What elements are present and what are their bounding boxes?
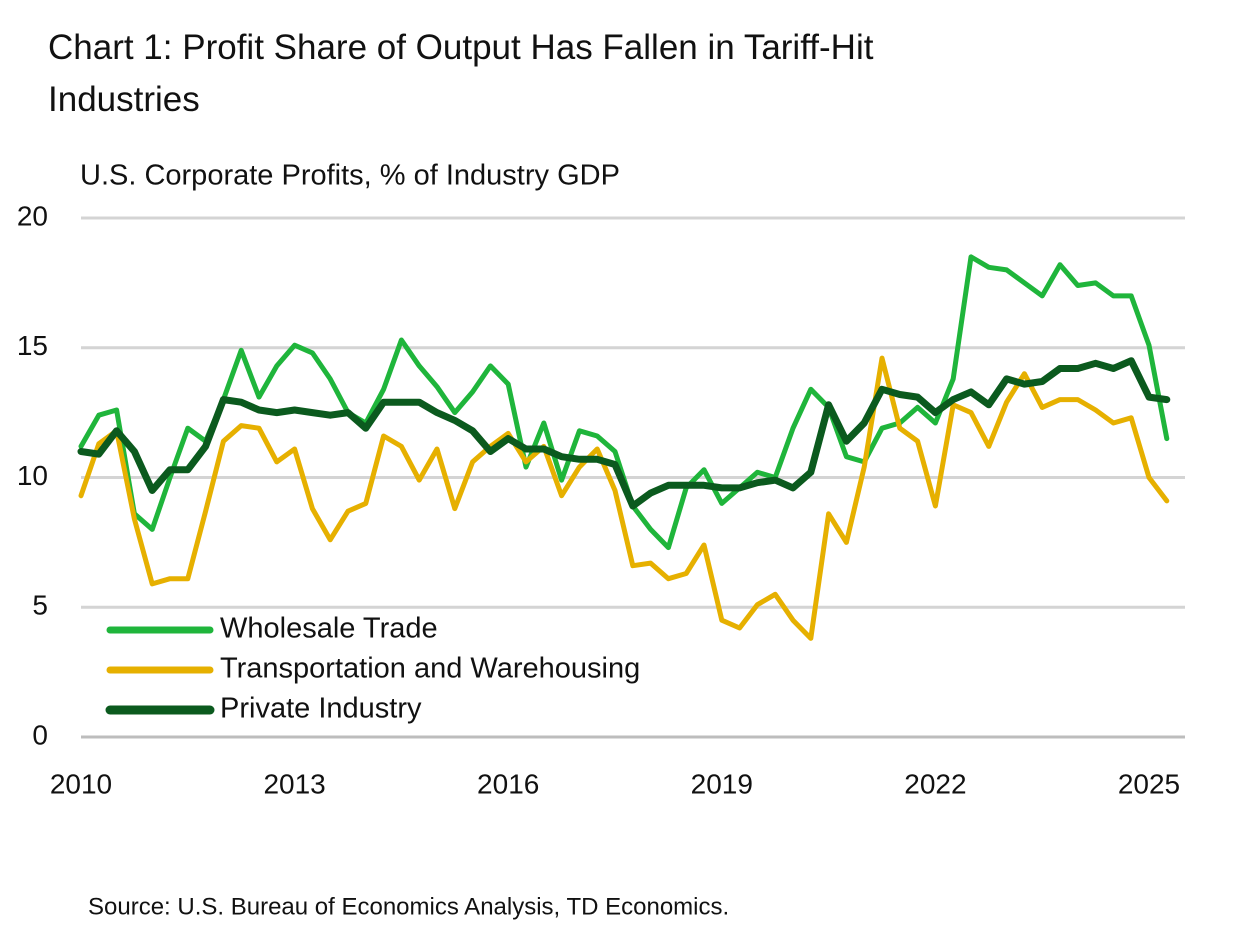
y-tick-label: 10 <box>17 460 48 491</box>
y-tick-label: 0 <box>32 719 48 750</box>
chart-subtitle: U.S. Corporate Profits, % of Industry GD… <box>80 160 620 192</box>
legend-label: Private Industry <box>220 693 422 725</box>
legend-label: Wholesale Trade <box>220 613 438 645</box>
source-note: Source: U.S. Bureau of Economics Analysi… <box>88 893 729 920</box>
x-tick-label: 2019 <box>691 768 753 799</box>
legend-label: Transportation and Warehousing <box>220 653 640 685</box>
chart-title: Chart 1: Profit Share of Output Has Fall… <box>48 28 874 119</box>
y-tick-label: 20 <box>17 200 48 231</box>
x-tick-label: 2025 <box>1118 768 1180 799</box>
x-tick-label: 2016 <box>477 768 539 799</box>
x-tick-label: 2010 <box>50 768 112 799</box>
x-tick-label: 2022 <box>904 768 966 799</box>
x-tick-label: 2013 <box>263 768 325 799</box>
y-tick-label: 15 <box>17 330 48 361</box>
series-line <box>77 357 1171 510</box>
series-line <box>78 355 1170 641</box>
y-tick-label: 5 <box>32 590 48 621</box>
